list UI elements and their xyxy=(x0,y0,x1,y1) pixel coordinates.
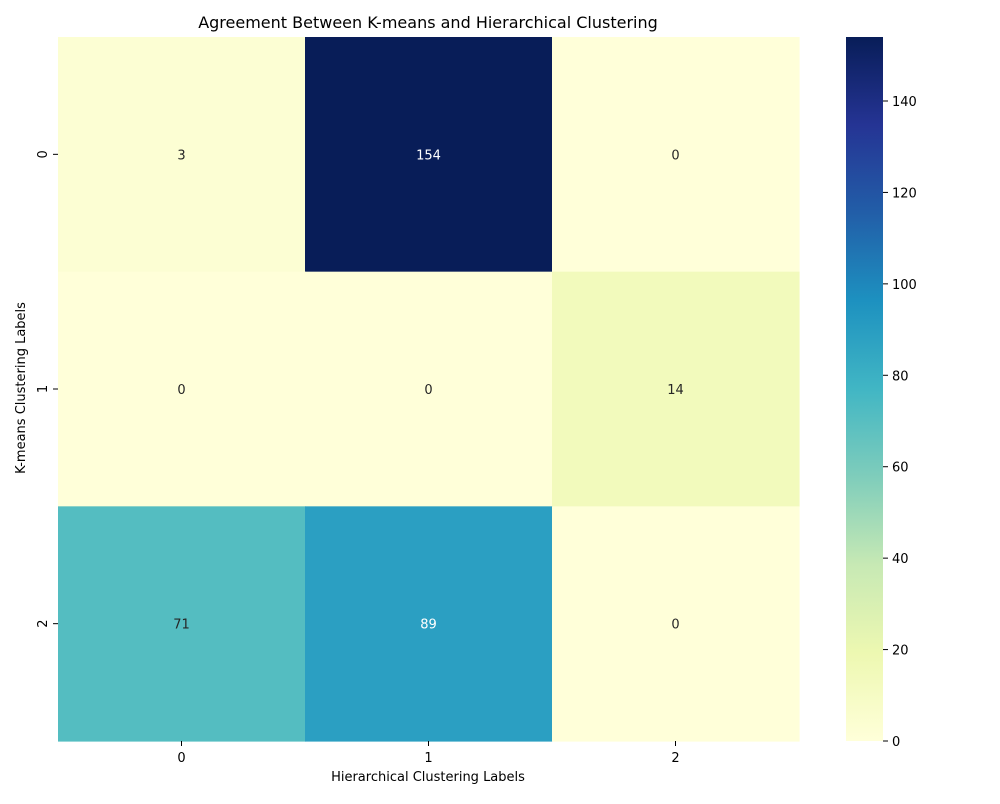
heatmap-cells xyxy=(58,37,800,742)
cell-annotation: 154 xyxy=(416,148,441,163)
y-axis-label: K-means Clustering Labels xyxy=(14,302,29,474)
colorbar: 0 20 40 60 80 100 120 140 xyxy=(846,37,917,750)
heatmap-cell xyxy=(58,506,306,742)
x-axis: 0 1 2 xyxy=(177,741,680,766)
chart-title: Agreement Between K-means and Hierarchic… xyxy=(198,13,658,32)
colorbar-tick-label: 100 xyxy=(892,278,917,293)
x-tick-label: 1 xyxy=(424,751,432,766)
heatmap-cell xyxy=(552,506,800,742)
x-axis-label: Hierarchical Clustering Labels xyxy=(331,770,525,785)
cell-annotations: 3 154 0 0 0 14 71 89 0 xyxy=(173,148,684,632)
heatmap-cell xyxy=(58,271,306,507)
y-tick-label: 2 xyxy=(36,620,51,628)
heatmap-cell xyxy=(305,271,553,507)
cell-annotation: 89 xyxy=(420,618,437,633)
colorbar-tick-label: 80 xyxy=(892,369,909,384)
cell-annotation: 0 xyxy=(671,618,679,633)
cell-annotation: 3 xyxy=(177,148,185,163)
colorbar-tick-label: 40 xyxy=(892,552,909,567)
cell-annotation: 0 xyxy=(177,383,185,398)
y-tick-label: 1 xyxy=(36,385,51,393)
cell-annotation: 14 xyxy=(667,383,684,398)
cell-annotation: 71 xyxy=(173,618,190,633)
heatmap-cell xyxy=(552,37,800,273)
colorbar-tick-label: 140 xyxy=(892,95,917,110)
y-axis: 0 1 2 xyxy=(36,150,58,628)
colorbar-tick-label: 20 xyxy=(892,644,909,659)
cell-annotation: 0 xyxy=(424,383,432,398)
heatmap-cell xyxy=(552,271,800,507)
colorbar-fill xyxy=(846,37,883,741)
heatmap-cell xyxy=(58,37,306,273)
heatmap-cell xyxy=(305,506,553,742)
y-tick-label: 0 xyxy=(36,150,51,158)
heatmap-cell xyxy=(305,37,553,273)
x-tick-label: 2 xyxy=(671,751,679,766)
cell-annotation: 0 xyxy=(671,148,679,163)
colorbar-tick-label: 120 xyxy=(892,186,917,201)
x-tick-label: 0 xyxy=(177,751,185,766)
colorbar-tick-label: 60 xyxy=(892,461,909,476)
colorbar-tick-label: 0 xyxy=(892,735,900,750)
